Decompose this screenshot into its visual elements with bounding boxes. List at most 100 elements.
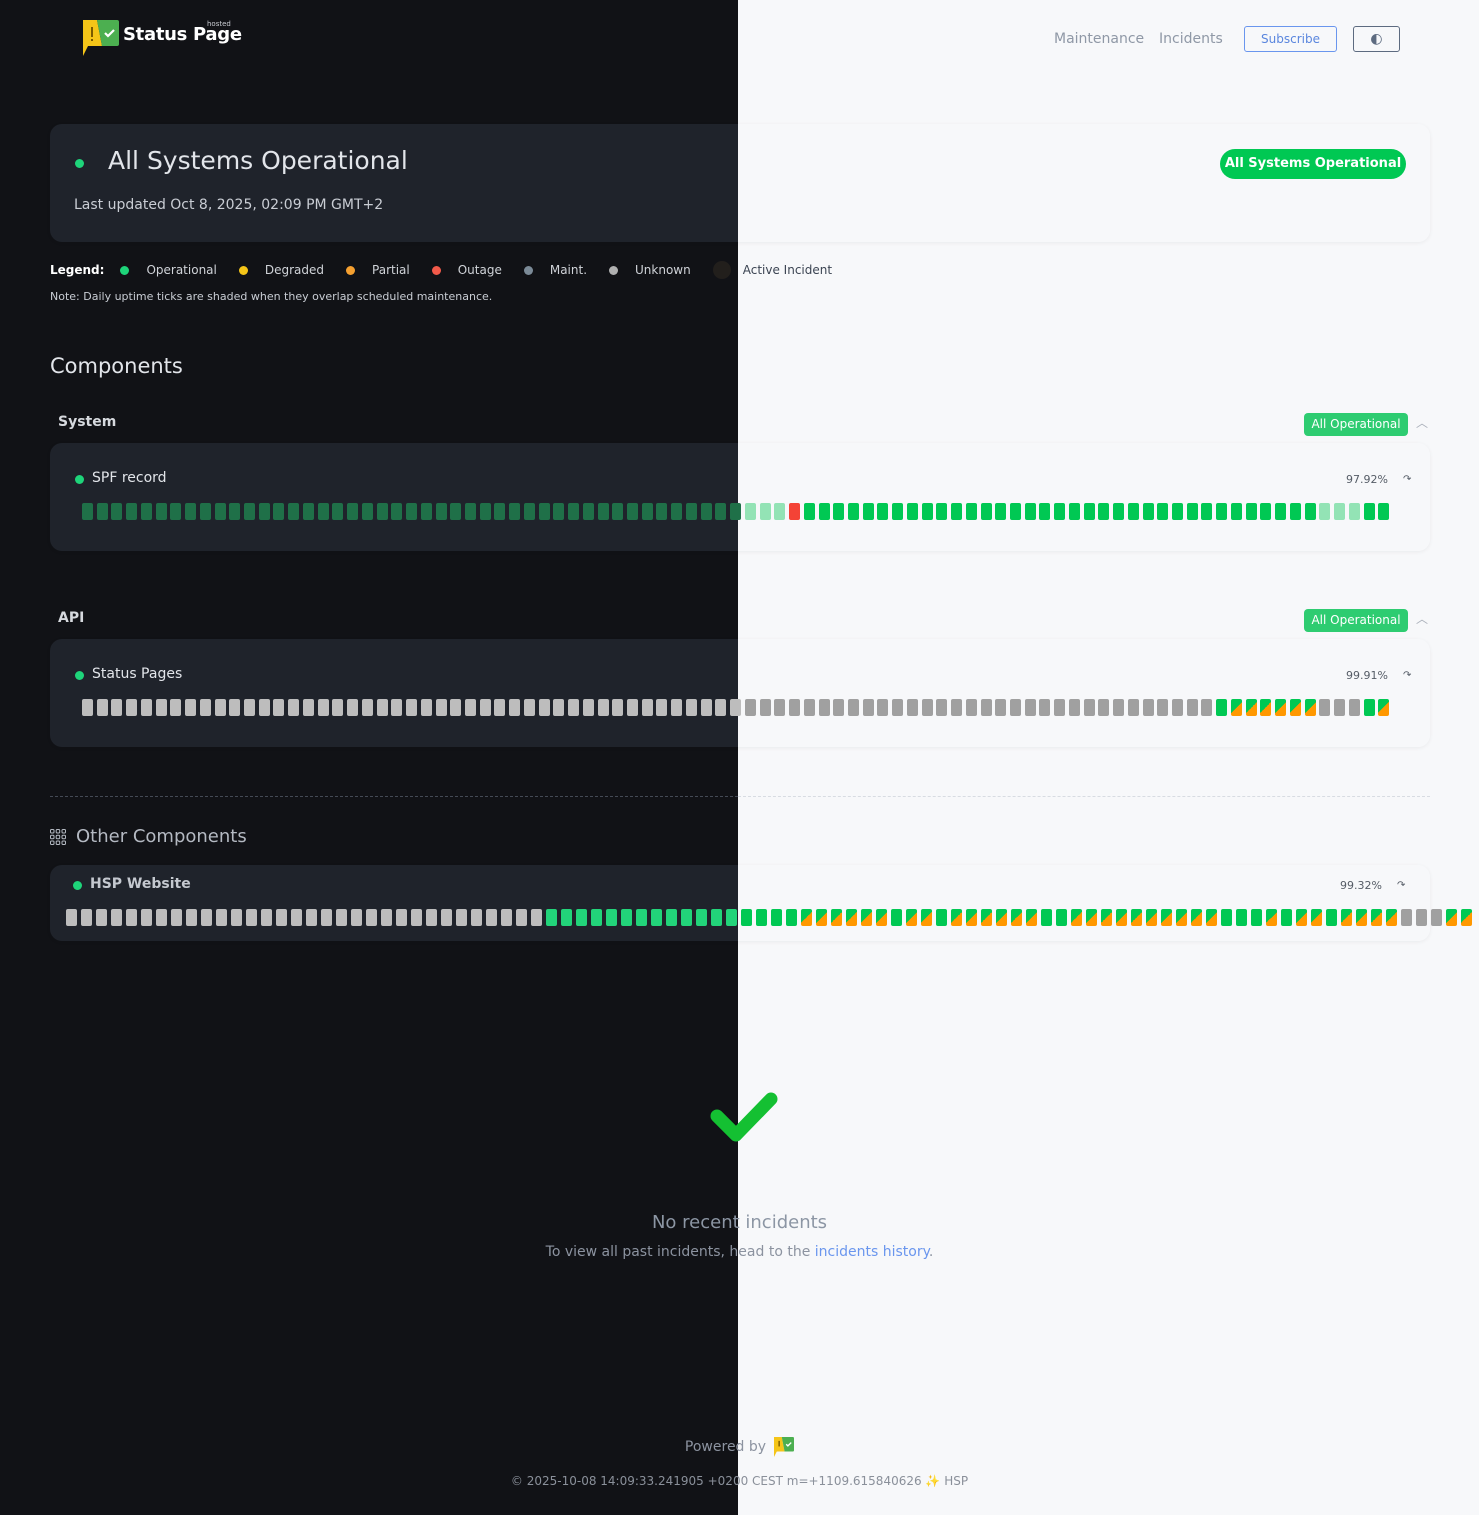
uptime-tick[interactable] <box>1311 909 1322 926</box>
uptime-tick[interactable] <box>516 909 527 926</box>
uptime-tick[interactable] <box>317 503 329 520</box>
uptime-tick[interactable] <box>1098 503 1110 520</box>
uptime-tick[interactable] <box>1289 503 1301 520</box>
uptime-tick[interactable] <box>582 699 594 716</box>
uptime-tick[interactable] <box>568 503 580 520</box>
uptime-tick[interactable] <box>685 503 697 520</box>
uptime-tick[interactable] <box>1026 909 1037 926</box>
uptime-tick[interactable] <box>1446 909 1457 926</box>
uptime-tick[interactable] <box>621 909 632 926</box>
uptime-tick[interactable] <box>141 909 152 926</box>
uptime-tick[interactable] <box>1319 503 1331 520</box>
uptime-tick[interactable] <box>186 909 197 926</box>
uptime-tick[interactable] <box>877 503 889 520</box>
nav-maintenance[interactable]: Maintenance <box>1054 31 1145 47</box>
uptime-tick[interactable] <box>656 699 668 716</box>
uptime-tick[interactable] <box>126 699 138 716</box>
uptime-tick[interactable] <box>696 909 707 926</box>
uptime-tick[interactable] <box>1296 909 1307 926</box>
uptime-tick[interactable] <box>951 503 963 520</box>
uptime-tick[interactable] <box>214 699 226 716</box>
uptime-tick[interactable] <box>936 909 947 926</box>
uptime-tick[interactable] <box>291 909 302 926</box>
uptime-tick[interactable] <box>786 909 797 926</box>
uptime-tick[interactable] <box>606 909 617 926</box>
uptime-tick[interactable] <box>302 699 314 716</box>
uptime-tick[interactable] <box>1056 909 1067 926</box>
uptime-tick[interactable] <box>1024 699 1036 716</box>
uptime-tick[interactable] <box>1251 909 1262 926</box>
uptime-tick[interactable] <box>140 699 152 716</box>
uptime-tick[interactable] <box>1009 503 1021 520</box>
uptime-tick[interactable] <box>523 699 535 716</box>
uptime-tick[interactable] <box>1334 503 1346 520</box>
uptime-tick[interactable] <box>671 503 683 520</box>
uptime-tick[interactable] <box>486 909 497 926</box>
uptime-tick[interactable] <box>744 503 756 520</box>
uptime-tick[interactable] <box>464 503 476 520</box>
uptime-tick[interactable] <box>891 909 902 926</box>
uptime-tick[interactable] <box>877 699 889 716</box>
uptime-tick[interactable] <box>1216 699 1228 716</box>
uptime-tick[interactable] <box>1083 503 1095 520</box>
uptime-tick[interactable] <box>1230 699 1242 716</box>
uptime-tick[interactable] <box>156 909 167 926</box>
uptime-tick[interactable] <box>700 699 712 716</box>
uptime-tick[interactable] <box>715 699 727 716</box>
uptime-tick[interactable] <box>199 699 211 716</box>
uptime-tick[interactable] <box>258 503 270 520</box>
uptime-tick[interactable] <box>1068 699 1080 716</box>
uptime-tick[interactable] <box>96 503 108 520</box>
uptime-tick[interactable] <box>273 699 285 716</box>
uptime-tick[interactable] <box>774 699 786 716</box>
uptime-tick[interactable] <box>906 503 918 520</box>
uptime-tick[interactable] <box>862 699 874 716</box>
uptime-tick[interactable] <box>258 699 270 716</box>
uptime-tick[interactable] <box>711 909 722 926</box>
uptime-tick[interactable] <box>756 909 767 926</box>
uptime-tick[interactable] <box>456 909 467 926</box>
uptime-tick[interactable] <box>1191 909 1202 926</box>
uptime-tick[interactable] <box>406 699 418 716</box>
uptime-tick[interactable] <box>381 909 392 926</box>
uptime-tick[interactable] <box>1341 909 1352 926</box>
uptime-tick[interactable] <box>876 909 887 926</box>
uptime-tick[interactable] <box>82 503 93 520</box>
uptime-tick[interactable] <box>744 699 756 716</box>
uptime-tick[interactable] <box>561 909 572 926</box>
uptime-tick[interactable] <box>244 503 256 520</box>
uptime-tick[interactable] <box>471 909 482 926</box>
refresh-icon[interactable]: ↷ <box>1403 474 1412 485</box>
uptime-tick[interactable] <box>847 699 859 716</box>
uptime-tick[interactable] <box>406 503 418 520</box>
uptime-tick[interactable] <box>1101 909 1112 926</box>
uptime-tick[interactable] <box>1461 909 1472 926</box>
uptime-tick[interactable] <box>995 503 1007 520</box>
uptime-tick[interactable] <box>1363 699 1375 716</box>
uptime-tick[interactable] <box>1024 503 1036 520</box>
uptime-tick[interactable] <box>1113 699 1125 716</box>
uptime-tick[interactable] <box>656 503 668 520</box>
uptime-tick[interactable] <box>1275 503 1287 520</box>
uptime-tick[interactable] <box>155 503 167 520</box>
uptime-tick[interactable] <box>847 503 859 520</box>
uptime-tick[interactable] <box>170 699 182 716</box>
uptime-tick[interactable] <box>700 503 712 520</box>
uptime-tick[interactable] <box>501 909 512 926</box>
uptime-tick[interactable] <box>774 503 786 520</box>
uptime-tick[interactable] <box>96 699 108 716</box>
uptime-tick[interactable] <box>1260 699 1272 716</box>
uptime-tick[interactable] <box>771 909 782 926</box>
uptime-tick[interactable] <box>302 503 314 520</box>
uptime-tick[interactable] <box>1011 909 1022 926</box>
uptime-tick[interactable] <box>546 909 557 926</box>
uptime-tick[interactable] <box>306 909 317 926</box>
uptime-tick[interactable] <box>612 503 624 520</box>
uptime-tick[interactable] <box>951 909 962 926</box>
uptime-tick[interactable] <box>921 909 932 926</box>
uptime-tick[interactable] <box>441 909 452 926</box>
uptime-tick[interactable] <box>494 699 506 716</box>
uptime-tick[interactable] <box>81 909 92 926</box>
uptime-tick[interactable] <box>627 503 638 520</box>
uptime-tick[interactable] <box>1266 909 1277 926</box>
